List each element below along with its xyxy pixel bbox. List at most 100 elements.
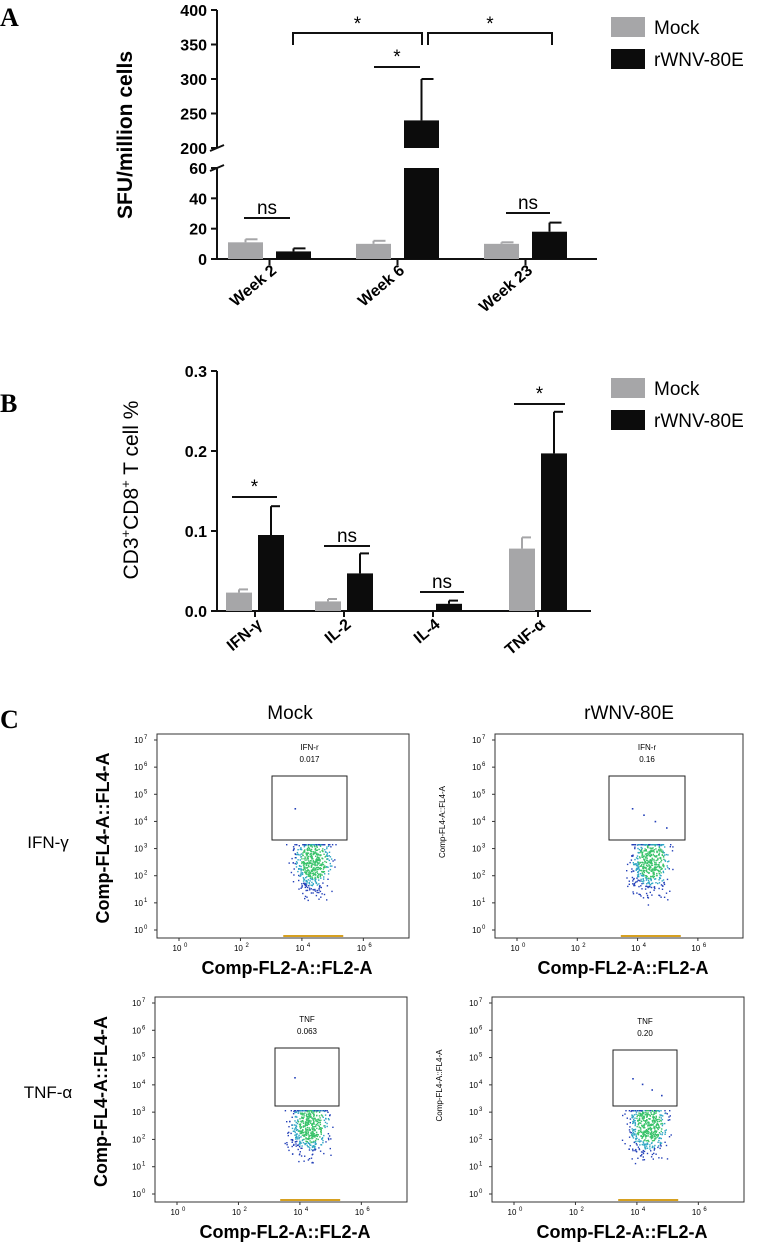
panel-label-a: A — [0, 3, 19, 32]
flow-xtick-label: 10 — [691, 944, 700, 953]
flow-baseline-events — [283, 935, 344, 937]
chart-b-legend-label: Mock — [654, 379, 700, 400]
flow-ytick-label: 10 — [132, 1135, 141, 1144]
flow-xlabel: Comp-FL2-A::FL2-A — [537, 1222, 708, 1242]
flow-ytick-exp: 3 — [142, 1107, 146, 1113]
flow-ytick-label: 10 — [134, 736, 143, 745]
flow-ytick-exp: 7 — [144, 735, 148, 741]
flow-xtick-exp: 4 — [643, 943, 647, 949]
flow-plot-frame — [156, 733, 410, 939]
flow-event-cloud — [626, 808, 674, 906]
flow-ytick-label: 10 — [132, 1108, 141, 1117]
chart-b-legend-swatch — [611, 378, 645, 398]
flow-xtick-exp: 6 — [703, 943, 707, 949]
chart-b-xtick-label: IFN-γ — [224, 616, 266, 655]
chart-a-xtick-label: Week 2 — [227, 262, 280, 310]
chart-b-ytick-label: 0.2 — [185, 444, 207, 461]
flow-gate-name: TNF — [299, 1015, 315, 1024]
flow-ytick-label: 10 — [132, 1054, 141, 1063]
flow-ytick-exp: 4 — [142, 1080, 146, 1086]
flow-xtick-label: 10 — [232, 1208, 241, 1217]
flow-ytick-exp: 1 — [479, 1162, 483, 1168]
flow-ytick-exp: 2 — [479, 1134, 483, 1140]
chart-a-bar-rwnv-80e — [532, 231, 567, 259]
flow-ytick-exp: 5 — [144, 789, 148, 795]
flow-ytick-exp: 6 — [482, 762, 486, 768]
chart-a-ylabel: SFU/million cells — [114, 51, 137, 219]
flow-baseline-events — [280, 1199, 341, 1201]
panel-label-c: C — [0, 705, 19, 734]
flow-ytick-label: 10 — [469, 1026, 478, 1035]
chart-b: CD3+CD8+ T cell % 0.0 0.1 0.2 0.3 * ns ns * IF… — [118, 364, 744, 659]
flow-ytick-label: 10 — [134, 790, 143, 799]
chart-b-sig-label: * — [251, 477, 259, 498]
flow-gate-box — [274, 1047, 340, 1107]
flow-ylabel: Comp-FL4-A::FL4-A — [91, 1016, 111, 1187]
flow-ytick-exp: 4 — [144, 816, 148, 822]
flow-ytick-exp: 4 — [482, 816, 486, 822]
chart-a-ytick-label: 40 — [189, 191, 207, 208]
flow-xtick-label: 10 — [355, 1208, 364, 1217]
flow-plot: 10 010 110 210 310 410 510 610 710 0 10 2 10 4 10 6Comp… — [91, 996, 408, 1242]
flow-ytick-exp: 6 — [142, 1025, 146, 1031]
chart-a-sig-label: * — [354, 14, 362, 35]
flow-ylabel: Comp-FL4-A::FL4-A — [435, 1049, 444, 1122]
flow-xtick-label: 10 — [171, 1208, 180, 1217]
flow-ytick-label: 10 — [472, 790, 481, 799]
flow-plot: 10 010 110 210 310 410 510 610 710 0 10 2 10 4 10 6Comp… — [435, 996, 745, 1242]
chart-a-sig-label: ns — [518, 193, 538, 214]
chart-b-legend-swatch — [611, 410, 645, 430]
flow-ytick-exp: 5 — [142, 1053, 146, 1059]
chart-b-bar-rwnv-80e — [347, 573, 373, 611]
flow-event-cloud — [286, 808, 337, 902]
flow-ytick-label: 10 — [469, 1190, 478, 1199]
flow-ytick-exp: 0 — [482, 925, 486, 931]
flow-ytick-exp: 1 — [482, 898, 486, 904]
chart-a-ytick-label: 60 — [189, 161, 207, 178]
flow-ytick-exp: 7 — [482, 735, 486, 741]
flow-plot-frame — [154, 996, 408, 1203]
chart-b-ylabel: CD3+CD8+ T cell % — [118, 401, 143, 580]
flow-xtick-label: 10 — [571, 944, 580, 953]
flow-ytick-exp: 3 — [479, 1107, 483, 1113]
flow-xtick-label: 10 — [511, 944, 520, 953]
flow-ytick-label: 10 — [134, 763, 143, 772]
chart-a-sig-label: * — [486, 14, 494, 35]
flow-ylabel: Comp-FL4-A::FL4-A — [93, 753, 113, 924]
flow-gate-name: TNF — [637, 1017, 653, 1026]
chart-b-bar-mock — [315, 601, 341, 611]
chart-a-ytick-label: 350 — [180, 38, 207, 55]
flow-xtick-label: 10 — [631, 944, 640, 953]
chart-a-legend-swatch — [611, 49, 645, 69]
flow-xtick-label: 10 — [569, 1208, 578, 1217]
chart-a-ytick-label: 20 — [189, 222, 207, 239]
flow-ytick-label: 10 — [134, 872, 143, 881]
flow-xtick-exp: 2 — [243, 1207, 247, 1213]
chart-a-sig-label: ns — [257, 198, 277, 219]
flow-gate-value: 0.16 — [639, 755, 655, 764]
flow-ytick-label: 10 — [132, 1026, 141, 1035]
chart-a-bar-mock — [356, 243, 391, 259]
chart-b-xtick-label: IL-2 — [322, 616, 355, 647]
flow-xtick-label: 10 — [508, 1208, 517, 1217]
flow-col-header-rwnv: rWNV-80E — [584, 703, 674, 724]
flow-plot: 10 010 110 210 310 410 510 610 710 0 10 2 10 4 10 6Comp… — [438, 733, 744, 978]
flow-xtick-exp: 2 — [245, 943, 249, 949]
flow-plot-frame — [494, 733, 744, 939]
chart-a-ytick-label: 400 — [180, 3, 207, 20]
flow-gate-name: IFN-r — [638, 743, 657, 752]
flow-gate-box — [612, 1049, 678, 1107]
flow-gate-value: 0.20 — [637, 1029, 653, 1038]
flow-xtick-exp: 6 — [366, 1207, 370, 1213]
flow-plot-frame — [491, 996, 745, 1203]
flow-ylabel: Comp-FL4-A::FL4-A — [438, 785, 447, 858]
chart-a-ytick-label: 200 — [180, 141, 207, 158]
flow-xtick-exp: 0 — [519, 1207, 523, 1213]
flow-xtick-exp: 4 — [307, 943, 311, 949]
flow-ytick-label: 10 — [469, 1108, 478, 1117]
chart-b-xtick-label: IL-4 — [411, 616, 444, 647]
flow-gate-box — [271, 775, 348, 841]
flow-xtick-label: 10 — [630, 1208, 639, 1217]
flow-xtick-label: 10 — [293, 1208, 302, 1217]
